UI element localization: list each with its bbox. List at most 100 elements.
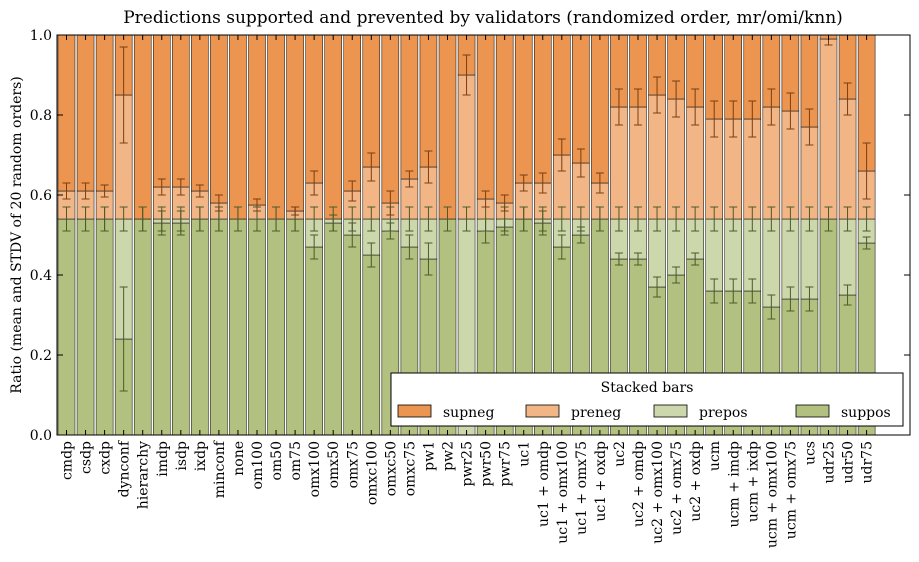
error-bar-suppos-omxc100 xyxy=(367,242,376,268)
bar-supneg-uc1-omx75 xyxy=(572,34,590,164)
bar-suppos-omx50 xyxy=(324,222,342,436)
error-bar-preneg-ucs xyxy=(805,108,814,146)
error-bar-suppos-uc1-omx100 xyxy=(557,234,566,260)
bar-suppos-cxdp xyxy=(95,218,114,436)
bar-supneg-pw1 xyxy=(419,34,438,168)
error-bar-preneg-cmdp xyxy=(62,182,71,200)
bar-preneg-udr25 xyxy=(819,38,838,220)
error-bar-preneg-ucm-omx100 xyxy=(767,88,776,126)
x-tick-label-minconf: minconf xyxy=(212,439,228,498)
legend-swatch xyxy=(795,404,830,418)
error-bar-suppos-uc2-omdp xyxy=(634,252,642,266)
bar-suppos-omxc100 xyxy=(362,254,381,436)
error-bar-prepos-uc1-omdp xyxy=(538,206,547,232)
error-bar-prepos-udr50 xyxy=(843,206,852,232)
legend-item-prepos: prepos xyxy=(653,404,748,421)
error-bar-preneg-cxdp xyxy=(100,184,109,198)
error-bar-preneg-udr75 xyxy=(862,142,871,200)
x-tick-label-omx100: omx100 xyxy=(307,441,323,497)
x-tick-label-omx50: omx50 xyxy=(326,441,342,488)
bar-suppos-om100 xyxy=(248,218,266,436)
bar-suppos-om50 xyxy=(267,218,285,436)
error-bar-prepos-ucm-omx75 xyxy=(786,206,795,232)
error-bar-suppos-ucm-imdp xyxy=(729,278,738,304)
bar-suppos-csdp xyxy=(76,218,95,436)
error-bar-suppos-ucm xyxy=(710,278,719,304)
legend-swatch xyxy=(653,404,688,418)
error-bar-prepos-ucm-omx100 xyxy=(767,206,776,232)
error-bar-preneg-isdp xyxy=(176,178,185,196)
x-tick-label-omxc100: omxc100 xyxy=(364,441,380,505)
x-tick-label-uc2: uc2 xyxy=(612,441,628,467)
error-bar-suppos-ucm-ixdp xyxy=(748,278,757,304)
error-bar-prepos-ucs xyxy=(805,206,814,232)
x-tick-label-pw1: pw1 xyxy=(421,441,437,471)
x-tick-label-omxc75: omxc75 xyxy=(402,441,418,496)
error-bar-prepos-uc2-omdp xyxy=(634,206,642,232)
error-bar-preneg-minconf xyxy=(214,194,223,212)
error-bar-prepos-isdp xyxy=(176,206,185,232)
error-bar-prepos-uc1 xyxy=(519,206,528,232)
error-bar-prepos-omx75 xyxy=(348,206,357,232)
legend: Stacked bars supneg preneg prepos suppos xyxy=(390,372,904,427)
error-bar-prepos-uc2 xyxy=(614,206,623,232)
error-bar-prepos-omx100 xyxy=(310,206,319,232)
error-bar-preneg-pwr75 xyxy=(500,194,509,212)
legend-item-suppos: suppos xyxy=(795,404,891,421)
error-bar-suppos-udr50 xyxy=(843,284,852,306)
error-bar-preneg-dynconf xyxy=(119,46,128,144)
bar-suppos-minconf xyxy=(210,218,228,436)
error-bar-preneg-uc1-oxdp xyxy=(595,172,604,194)
x-tick-label-ucm-ixdp: ucm + ixdp xyxy=(745,441,761,522)
bar-supneg-uc1-oxdp xyxy=(591,34,609,184)
error-bar-prepos-csdp xyxy=(81,206,90,232)
error-bars-layer xyxy=(62,34,871,392)
x-tick-label-cxdp: cxdp xyxy=(98,441,114,475)
x-tick-label-none: none xyxy=(231,441,247,476)
error-bar-preneg-pwr50 xyxy=(481,190,490,208)
x-tick-label-ucm-imdp: ucm + imdp xyxy=(726,441,742,527)
error-bar-preneg-uc1-omx100 xyxy=(557,138,566,172)
legend-title: Stacked bars xyxy=(601,380,694,396)
bar-supneg-uc1-omdp xyxy=(534,34,552,184)
x-tick-label-om100: om100 xyxy=(250,441,266,489)
x-tick-label-udr75: udr75 xyxy=(860,441,876,484)
error-bar-prepos-uc1-oxdp xyxy=(595,206,604,232)
y-axis-label: Ratio (mean and STDV of 20 random orders… xyxy=(9,76,25,393)
x-tick-label-ucm-omx75: ucm + omx75 xyxy=(783,441,799,539)
error-bar-preneg-uc2-omdp xyxy=(634,88,642,126)
bar-preneg-pwr25 xyxy=(457,74,476,220)
error-bar-prepos-cmdp xyxy=(62,206,71,232)
error-bar-preneg-om100 xyxy=(253,198,261,212)
x-tick-label-uc1-omx75: uc1 + omx75 xyxy=(574,441,590,535)
error-bar-prepos-omx50 xyxy=(329,206,338,232)
error-bar-suppos-pw1 xyxy=(424,242,433,276)
legend-item-preneg: preneg xyxy=(525,404,621,421)
bar-suppos-omx75 xyxy=(343,234,361,436)
bar-supneg-pw2 xyxy=(438,34,457,220)
x-tick-label-uc2-oxdp: uc2 + oxdp xyxy=(688,441,704,522)
error-bar-prepos-none xyxy=(233,206,242,232)
error-bar-prepos-uc2-omx100 xyxy=(653,206,662,232)
bar-supneg-minconf xyxy=(210,34,228,204)
error-bar-preneg-omx100 xyxy=(310,170,319,196)
error-bar-preneg-ucm-imdp xyxy=(729,100,738,138)
error-bar-prepos-pw1 xyxy=(424,206,433,232)
x-tick-label-uc1-omx100: uc1 + omx100 xyxy=(555,441,571,544)
error-bar-prepos-pw2 xyxy=(443,206,452,232)
x-tick-label-ucm-omx100: ucm + omx100 xyxy=(764,441,780,548)
error-bar-prepos-omxc75 xyxy=(405,206,414,232)
bar-preneg-uc2-omx100 xyxy=(648,94,666,220)
bar-supneg-pwr50 xyxy=(476,34,495,200)
error-bar-suppos-omx100 xyxy=(310,234,319,260)
error-bar-suppos-uc2-oxdp xyxy=(691,252,700,266)
error-bar-preneg-uc1-omx75 xyxy=(576,148,585,178)
x-tick-label-ucs: ucs xyxy=(802,441,818,465)
error-bar-preneg-uc2 xyxy=(614,88,623,126)
error-bar-prepos-pwr25 xyxy=(462,206,471,232)
error-bar-preneg-csdp xyxy=(81,182,90,200)
error-bar-preneg-omx75 xyxy=(348,180,357,202)
error-bar-prepos-ixdp xyxy=(195,206,204,232)
error-bar-suppos-udr75 xyxy=(862,236,871,250)
